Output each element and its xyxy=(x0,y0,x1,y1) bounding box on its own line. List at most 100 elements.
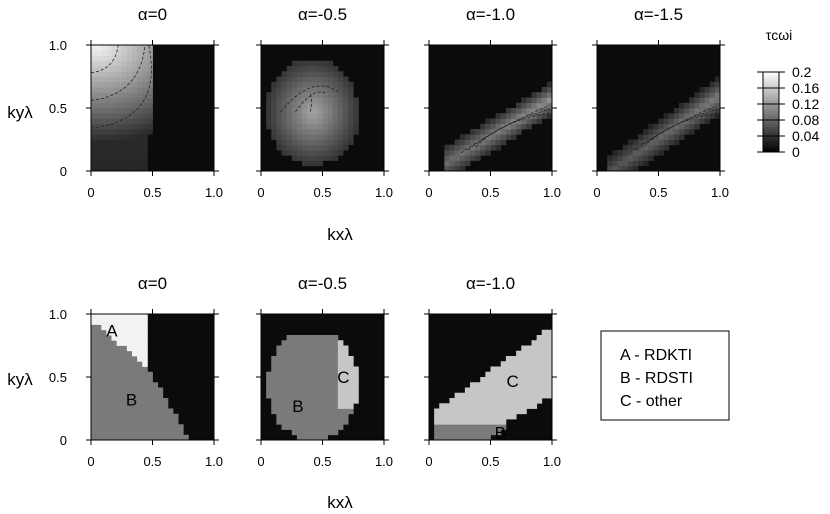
region-cell-b xyxy=(116,413,123,420)
region-cell-c xyxy=(353,377,359,383)
heat-cell xyxy=(317,87,323,93)
region-cell-b xyxy=(327,361,334,367)
heat-cell xyxy=(322,87,329,93)
region-cell-a xyxy=(96,319,102,325)
region-cell-c xyxy=(480,377,486,383)
region-cell-c xyxy=(521,382,527,388)
heat-cell xyxy=(106,71,112,77)
region-cell-c xyxy=(505,398,512,404)
heat-cell xyxy=(322,150,329,156)
heat-cell xyxy=(312,92,318,98)
region-cell-c xyxy=(541,361,548,367)
region-cell-b xyxy=(307,345,313,352)
region-cell-a xyxy=(142,314,148,320)
region-cell-b xyxy=(116,429,123,436)
region-cell-b xyxy=(286,361,293,367)
heat-cell xyxy=(464,150,471,156)
region-cell-b xyxy=(142,392,148,399)
region-cell-c xyxy=(505,382,512,388)
region-cell-b xyxy=(276,371,282,378)
region-cell-b xyxy=(296,335,303,341)
region-cell-b xyxy=(157,429,164,436)
region-cell-b xyxy=(307,398,313,404)
heat-cell xyxy=(126,66,133,72)
heat-cell xyxy=(111,76,118,83)
heat-cell xyxy=(643,129,649,135)
heat-cell xyxy=(694,113,700,119)
region-cell-b xyxy=(147,387,153,394)
contour-line xyxy=(643,112,718,148)
region-cell-b xyxy=(276,403,282,409)
region-cell-b xyxy=(271,366,277,373)
heat-cell xyxy=(91,45,97,51)
region-cell-c xyxy=(541,392,548,399)
region-cell-b xyxy=(132,377,138,383)
heat-cell xyxy=(132,76,138,83)
region-cell-b xyxy=(302,345,308,352)
region-cell-b xyxy=(291,419,298,425)
heat-cell xyxy=(337,97,344,104)
heat-cell xyxy=(704,97,711,104)
heat-cell xyxy=(111,102,118,109)
heat-cell xyxy=(281,134,288,140)
y-tick-label: 0 xyxy=(60,433,67,448)
region-cell-b xyxy=(116,424,123,430)
heat-cell xyxy=(116,81,123,88)
heat-cell xyxy=(653,123,659,130)
heat-cell xyxy=(276,102,282,109)
heat-cell xyxy=(271,118,277,125)
heat-cell xyxy=(658,118,665,125)
heat-cell xyxy=(291,155,298,161)
heat-cell xyxy=(137,81,143,88)
region-cell-a xyxy=(106,329,112,336)
heat-cell xyxy=(459,139,466,146)
region-cell-b xyxy=(348,408,354,415)
heat-cell xyxy=(648,134,654,140)
heat-cell xyxy=(653,150,659,156)
heat-cell xyxy=(142,155,148,161)
heat-cell xyxy=(694,102,700,109)
heat-cell xyxy=(286,134,293,140)
heat-cell xyxy=(121,92,128,98)
region-cell-b xyxy=(96,361,102,367)
region-cell-b xyxy=(296,387,303,394)
heat-cell xyxy=(638,139,644,146)
region-cell-c xyxy=(490,419,497,425)
y-tick-label: 1.0 xyxy=(49,38,67,53)
region-cell-b xyxy=(322,424,329,430)
heat-cell xyxy=(322,118,329,125)
y-axis-label-top: kyλ xyxy=(7,103,33,122)
region-cell-b xyxy=(101,356,107,362)
heat-cell xyxy=(511,118,517,125)
region-cell-c xyxy=(343,350,349,357)
heat-cell xyxy=(307,97,313,104)
heat-cell xyxy=(444,144,450,151)
region-cell-b xyxy=(327,387,334,394)
heat-cell xyxy=(96,123,102,130)
heat-cell xyxy=(500,129,507,135)
heat-cell xyxy=(490,139,497,146)
heat-cell xyxy=(327,97,334,104)
region-cell-c xyxy=(454,413,461,420)
heat-cell xyxy=(302,123,308,130)
heat-cell xyxy=(607,165,613,172)
panel-6: BCα=-0.50 0.5 1.0 xyxy=(256,274,393,469)
heat-cell xyxy=(302,160,308,167)
region-cell-c xyxy=(505,371,512,378)
heat-cell xyxy=(536,108,543,114)
heat-cell xyxy=(475,144,481,151)
region-cell-b xyxy=(480,434,486,441)
region-cell-b xyxy=(101,398,107,404)
heat-cell xyxy=(673,139,680,146)
heat-cell xyxy=(132,150,138,156)
region-cell-a xyxy=(126,340,133,346)
heat-cell xyxy=(302,118,308,125)
heat-cell xyxy=(111,50,118,56)
heat-cell xyxy=(632,150,639,156)
heat-cell xyxy=(348,87,354,93)
region-cell-b xyxy=(101,419,107,425)
region-cell-c xyxy=(343,377,349,383)
region-cell-b xyxy=(142,382,148,388)
region-cell-b xyxy=(106,371,112,378)
heat-cell xyxy=(679,134,685,140)
